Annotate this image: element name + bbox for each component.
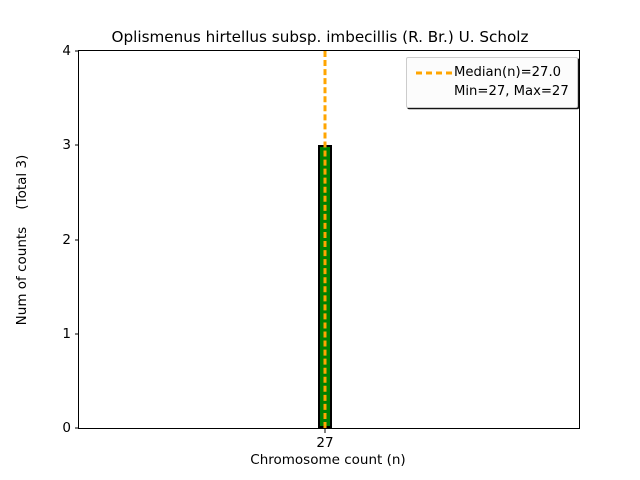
- x-axis-label: Chromosome count (n): [250, 452, 406, 468]
- y-tick-label-3: 3: [62, 137, 71, 154]
- y-tick-label-0: 0: [62, 420, 71, 436]
- y-tick-label-4: 4: [62, 43, 71, 59]
- legend-entry-minmax: Min=27, Max=27: [414, 82, 570, 101]
- y-tick-mark-0: [74, 427, 79, 429]
- y-tick-label-1: 1: [62, 325, 71, 342]
- legend-spacer: [414, 82, 454, 101]
- legend-entry-median: Median(n)=27.0: [414, 63, 570, 82]
- y-tick-label-2: 2: [62, 231, 71, 248]
- x-tick-label-0: 27: [316, 435, 334, 451]
- plot-area: 0 1 2 3 4 Num of counts (Total 3) 27: [14, 43, 580, 451]
- x-tick-mark-0: [324, 428, 326, 433]
- y-tick-mark-3: [74, 144, 79, 146]
- plot-inner: [79, 51, 579, 428]
- legend: Median(n)=27.0 Min=27, Max=27: [406, 57, 578, 108]
- dashed-line-icon: [414, 63, 454, 82]
- y-tick-mark-1: [74, 333, 79, 335]
- legend-label-median: Median(n)=27.0: [454, 65, 562, 80]
- page-title: Oplismenus hirtellus subsp. imbecillis (…: [111, 28, 529, 46]
- y-tick-mark-4: [74, 50, 79, 52]
- legend-label-minmax: Min=27, Max=27: [454, 84, 569, 99]
- y-axis-label: Num of counts (Total 3): [14, 154, 30, 325]
- y-tick-mark-2: [74, 239, 79, 240]
- median-line: [323, 51, 327, 428]
